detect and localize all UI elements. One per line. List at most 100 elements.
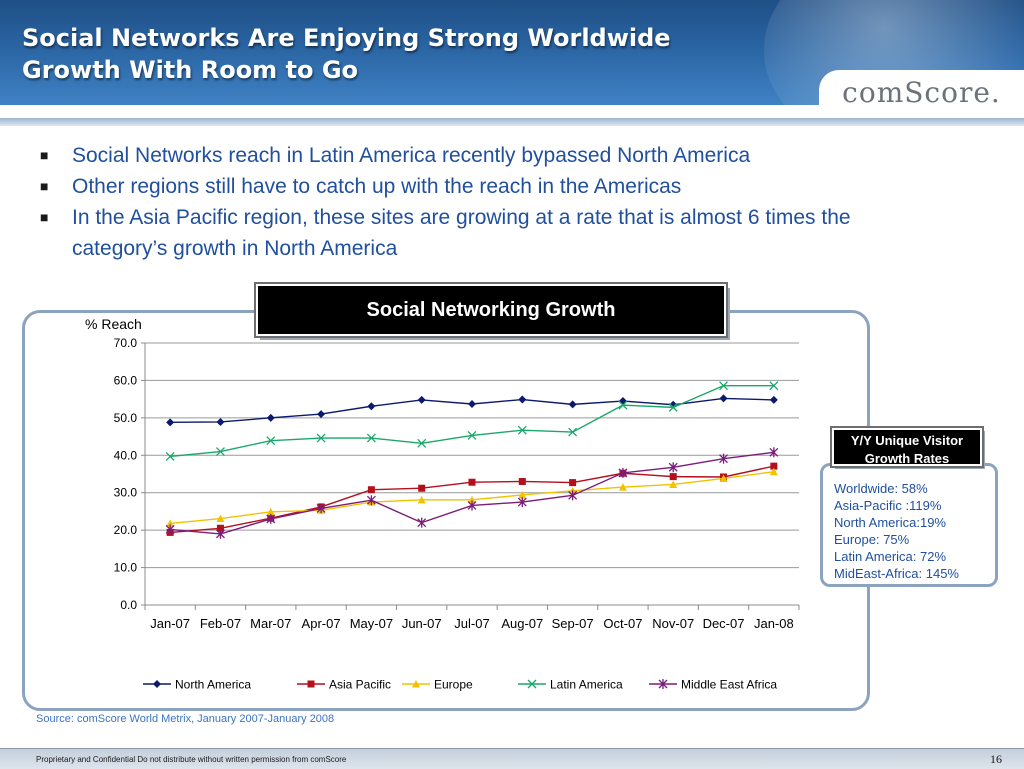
data-point-latin-america <box>517 425 527 435</box>
series-north-america <box>166 394 778 427</box>
yoy-growth-list: Worldwide: 58% Asia-Pacific :119% North … <box>834 480 959 582</box>
slide-header: Social Networks Are Enjoying Strong Worl… <box>0 0 1024 105</box>
data-point-middle-east-africa <box>467 500 477 511</box>
data-point-middle-east-africa <box>165 524 175 535</box>
data-point-middle-east-africa <box>266 513 276 524</box>
yoy-growth-title: Y/Y Unique Visitor Growth Rates <box>830 426 984 468</box>
bullet-list: ■ Social Networks reach in Latin America… <box>40 140 940 264</box>
y-tick-label: 40.0 <box>114 448 138 462</box>
legend-item-middle-east-africa: Middle East Africa <box>649 678 777 692</box>
bullet-text: Other regions still have to catch up wit… <box>72 175 682 198</box>
y-tick-label: 20.0 <box>114 523 138 537</box>
yoy-item-latin-america: Latin America: 72% <box>834 549 947 564</box>
data-point-north-america <box>468 400 476 409</box>
data-point-north-america <box>518 395 527 404</box>
yoy-item-asia-pacific: Asia-Pacific :119% <box>834 498 942 513</box>
data-point-north-america <box>367 402 376 411</box>
data-point-latin-america <box>769 381 779 391</box>
data-point-europe <box>468 495 476 504</box>
x-tick-label: Jun-07 <box>402 616 442 631</box>
data-point-asia-pacific <box>669 473 677 481</box>
data-point-latin-america <box>668 402 678 412</box>
data-point-asia-pacific <box>367 486 375 494</box>
data-point-middle-east-africa <box>769 447 779 458</box>
x-tick-label: Apr-07 <box>302 616 341 631</box>
legend-label: Middle East Africa <box>681 678 777 692</box>
slide-title-line-2: Growth With Room to Go <box>22 56 359 84</box>
data-point-north-america <box>317 410 326 419</box>
legend-item-north-america: North America <box>143 678 251 692</box>
slide-title: Social Networks Are Enjoying Strong Worl… <box>22 22 671 86</box>
data-point-middle-east-africa <box>316 503 326 514</box>
data-point-europe <box>417 495 426 504</box>
legend-item-europe: Europe <box>402 678 473 692</box>
data-point-europe <box>618 483 627 491</box>
legend-label: Europe <box>434 678 473 692</box>
data-point-middle-east-africa <box>417 517 427 528</box>
data-point-north-america <box>618 397 627 406</box>
data-point-latin-america <box>266 436 276 446</box>
data-point-asia-pacific <box>418 484 426 492</box>
data-point-asia-pacific <box>216 524 224 532</box>
bullet-item: ■ Social Networks reach in Latin America… <box>40 140 940 171</box>
bullet-marker: ■ <box>40 209 49 225</box>
data-point-europe <box>769 467 778 476</box>
data-point-latin-america <box>417 438 427 448</box>
data-point-europe <box>216 514 225 523</box>
comscore-logo-text: comScore. <box>842 76 1001 109</box>
data-point-asia-pacific <box>468 478 476 486</box>
data-point-middle-east-africa <box>216 528 225 539</box>
header-rule <box>0 118 1024 126</box>
source-note: Source: comScore World Metrix, January 2… <box>36 713 335 725</box>
data-point-europe <box>669 480 678 488</box>
x-tick-label: Dec-07 <box>703 616 745 631</box>
legend-item-latin-america: Latin America <box>518 678 623 692</box>
data-point-middle-east-africa <box>618 467 628 478</box>
y-tick-label: 10.0 <box>114 561 138 575</box>
bullet-marker: ■ <box>40 178 49 194</box>
x-tick-label: Mar-07 <box>250 616 291 631</box>
x-tick-label: Feb-07 <box>200 616 241 631</box>
data-point-middle-east-africa <box>719 453 728 464</box>
bullet-item: ■ Other regions still have to catch up w… <box>40 171 940 202</box>
x-tick-label: Nov-07 <box>652 616 694 631</box>
x-tick-label: Jan-07 <box>150 616 190 631</box>
data-point-north-america <box>719 394 728 403</box>
line-chart: % Reach 0.0 10.0 20.0 30.0 40.0 50.0 60.0 70.0 J… <box>85 316 800 692</box>
comscore-logo: comScore. <box>819 70 1024 115</box>
bullet-marker: ■ <box>40 147 49 163</box>
y-axis-label: % Reach <box>85 316 142 332</box>
series-europe <box>166 467 778 527</box>
y-tick-label: 70.0 <box>114 336 138 350</box>
data-point-asia-pacific <box>518 477 526 485</box>
legend-label: North America <box>175 678 251 692</box>
data-point-asia-pacific <box>770 462 778 470</box>
yoy-item-europe: Europe: 75% <box>834 532 910 547</box>
bullet-text: Social Networks reach in Latin America r… <box>72 144 751 167</box>
confidential-notice: Proprietary and Confidential Do not dist… <box>36 755 347 764</box>
slide-footer: Proprietary and Confidential Do not dist… <box>0 748 1024 769</box>
y-tick-label: 30.0 <box>114 486 138 500</box>
series-middle-east-africa <box>165 447 779 539</box>
bullet-item: ■ In the Asia Pacific region, these site… <box>40 202 940 264</box>
series-line-latin-america <box>170 384 774 458</box>
data-point-middle-east-africa <box>366 495 376 506</box>
y-tick-label: 60.0 <box>114 373 138 387</box>
data-point-north-america <box>166 418 175 427</box>
data-point-europe <box>266 507 275 516</box>
page-number: 16 <box>990 752 1002 766</box>
data-point-europe <box>719 474 728 482</box>
x-tick-label: Sep-07 <box>552 616 594 631</box>
x-tick-label: Jul-07 <box>454 616 489 631</box>
legend-marker <box>412 680 420 688</box>
x-tick-label: May-07 <box>350 616 393 631</box>
legend-marker <box>307 680 315 688</box>
y-tick-label: 50.0 <box>114 411 138 425</box>
data-point-north-america <box>266 413 275 422</box>
yoy-growth-panel <box>820 463 998 587</box>
x-tick-label: Oct-07 <box>603 616 642 631</box>
data-point-latin-america <box>568 427 578 437</box>
data-point-north-america <box>417 395 426 404</box>
data-point-middle-east-africa <box>668 462 678 473</box>
legend-marker <box>527 679 537 689</box>
